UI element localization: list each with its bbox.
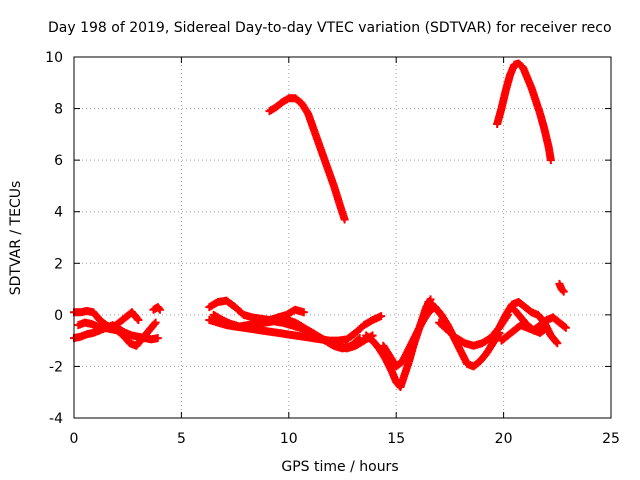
data-point [154,304,163,313]
data-point [559,287,568,296]
data-point [153,334,162,343]
data-point [558,286,567,295]
data-point [561,323,570,332]
x-tick-label: 5 [177,431,186,447]
data-point [542,323,551,332]
series-arc-late-d [510,305,551,337]
data-points [70,59,570,392]
x-tick-label: 20 [495,431,513,447]
y-axis-label: SDTVAR / TECUs [8,181,24,296]
chart-title: Day 198 of 2019, Sidereal Day-to-day VTE… [48,20,612,36]
series-arc-day-d [274,313,377,353]
data-point [553,339,562,348]
data-point [340,215,349,224]
x-tick-label: 15 [387,431,405,447]
y-tick-label: 4 [54,205,63,221]
series-arc-dip [362,295,435,392]
x-tick-label: 10 [280,431,298,447]
data-point [546,156,555,165]
series-arc-late-c [555,279,568,296]
data-point [377,312,386,321]
data-point [299,308,308,317]
series-arc-evening-b [435,310,512,350]
y-tick-label: 8 [54,102,63,118]
series-arc-evening-a [424,297,504,371]
data-point [134,316,143,325]
series-arc-high-1 [265,94,349,224]
data-point [133,314,142,323]
data-point [552,337,561,346]
y-tick-labels: -4 -2 0 2 4 6 8 10 [45,50,63,427]
y-tick-label: -2 [49,359,63,375]
y-tick-label: 2 [54,256,63,272]
series-arc-high-2 [493,59,555,165]
x-axis-label: GPS time / hours [281,459,398,475]
series-arc-early-d [149,303,164,314]
series-arc-early-c [74,318,160,350]
x-tick-labels: 0 5 10 15 20 25 [70,431,620,447]
tick-layer [73,56,612,419]
data-point [560,322,569,331]
grid-layer [74,57,611,418]
y-tick-label: 6 [54,153,63,169]
data-point [155,305,164,314]
plot-frame [73,56,612,419]
data-point [150,319,159,328]
data-point [151,318,160,327]
data-point [541,324,550,333]
y-tick-label: 10 [45,50,63,66]
y-tick-label: 0 [54,308,63,324]
x-tick-label: 25 [602,431,620,447]
x-tick-label: 0 [70,431,79,447]
y-tick-label: -4 [49,411,63,427]
